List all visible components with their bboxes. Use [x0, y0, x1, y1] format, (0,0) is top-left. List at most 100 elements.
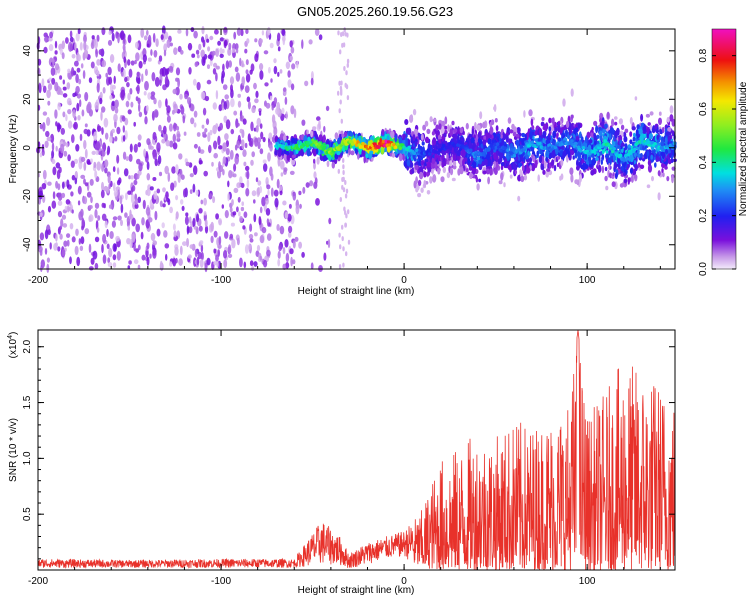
heatmap-cell	[59, 90, 64, 96]
heatmap-cell	[501, 138, 505, 146]
heatmap-cell	[280, 160, 285, 170]
heatmap-cell	[450, 138, 455, 143]
heatmap-cell	[97, 215, 101, 221]
heatmap-cell	[273, 126, 278, 136]
heatmap-cell	[292, 192, 297, 201]
heatmap-cell	[145, 206, 151, 216]
heatmap-cell	[192, 217, 196, 228]
heatmap-cell	[454, 148, 458, 154]
heatmap-cell	[291, 63, 296, 70]
heatmap-cell	[301, 251, 305, 258]
heatmap-cell	[521, 164, 525, 172]
heatmap-cell	[54, 50, 58, 55]
heatmap-cell	[53, 243, 58, 251]
heatmap-cell	[233, 187, 239, 194]
heatmap-cell	[565, 120, 570, 129]
heatmap-cell	[221, 102, 225, 111]
heatmap-cell	[46, 116, 51, 126]
heatmap-cell	[83, 161, 87, 171]
heatmap-cell	[285, 252, 290, 263]
heatmap-cell	[540, 148, 543, 155]
heatmap-cell	[55, 63, 60, 71]
heatmap-cell	[230, 222, 235, 227]
heatmap-cell	[431, 131, 435, 136]
heatmap-cell	[223, 27, 228, 33]
heatmap-cell	[230, 84, 233, 92]
heatmap-cell	[60, 218, 64, 228]
heatmap-cell	[230, 128, 235, 135]
heatmap-cell	[193, 110, 198, 118]
heatmap-cell	[108, 30, 112, 36]
heatmap-cell	[523, 174, 528, 181]
heatmap-cell	[306, 129, 309, 135]
heatmap-cell	[181, 205, 185, 212]
heatmap-cell	[667, 159, 672, 165]
heatmap-cell	[86, 158, 91, 165]
heatmap-cell	[144, 116, 148, 125]
heatmap-cell	[44, 36, 49, 43]
heatmap-cell	[65, 142, 69, 148]
heatmap-cell	[440, 126, 445, 135]
heatmap-cell	[43, 46, 48, 54]
heatmap-cell	[69, 223, 74, 230]
heatmap-cell	[198, 225, 203, 232]
heatmap-cell	[285, 61, 291, 70]
heatmap-cell	[199, 258, 204, 268]
heatmap-cell	[254, 232, 258, 237]
heatmap-cell	[581, 146, 586, 150]
heatmap-cell	[351, 142, 355, 146]
heatmap-cell	[538, 155, 543, 164]
heatmap-cell	[124, 76, 128, 83]
heatmap-cell	[147, 34, 152, 45]
heatmap-cell	[254, 137, 259, 147]
heatmap-cell	[287, 70, 291, 78]
heatmap-cell	[193, 143, 198, 149]
heatmap-cell	[173, 47, 178, 55]
heatmap-cell	[136, 71, 140, 77]
heatmap-cell	[308, 39, 313, 45]
heatmap-cell	[591, 159, 596, 166]
heatmap-cell	[134, 203, 139, 209]
heatmap-cell	[62, 111, 66, 118]
heatmap-cell	[597, 152, 600, 157]
heatmap-cell	[134, 198, 139, 206]
heatmap-cell	[63, 150, 68, 157]
heatmap-cell	[71, 67, 75, 77]
heatmap-cell	[159, 79, 162, 86]
heatmap-cell	[550, 161, 554, 167]
heatmap-cell	[634, 96, 638, 101]
heatmap-cell	[141, 73, 144, 82]
heatmap-cell	[574, 141, 578, 146]
heatmap-cell	[187, 42, 193, 51]
heatmap-cell	[127, 34, 132, 44]
heatmap-cell	[631, 126, 636, 131]
heatmap-cell	[75, 85, 80, 94]
heatmap-cell	[310, 77, 314, 86]
heatmap-cell	[412, 151, 417, 156]
heatmap-cell	[67, 120, 73, 129]
heatmap-cell	[598, 130, 603, 136]
heatmap-cell	[141, 254, 146, 261]
heatmap-cell	[214, 29, 219, 35]
heatmap-cell	[236, 182, 241, 189]
heatmap-cell	[417, 143, 421, 150]
heatmap-cell	[101, 162, 105, 172]
heatmap-cell	[196, 132, 201, 137]
heatmap-cell	[248, 234, 254, 239]
heatmap-cell	[279, 133, 284, 138]
colorbar-tick-label: 0.4	[698, 155, 709, 169]
heatmap-cell	[65, 37, 69, 44]
heatmap-cell	[153, 190, 157, 200]
heatmap-cell	[453, 128, 458, 133]
heatmap-cell	[451, 120, 455, 126]
heatmap-cell	[580, 164, 585, 170]
heatmap-cell	[277, 250, 281, 259]
heatmap-cell	[67, 68, 71, 74]
heatmap-cell	[342, 187, 346, 193]
heatmap-cell	[560, 159, 564, 167]
heatmap-cell	[85, 182, 88, 187]
heatmap-cell	[235, 122, 240, 127]
heatmap-cell	[39, 232, 45, 241]
heatmap-cell	[120, 219, 123, 226]
